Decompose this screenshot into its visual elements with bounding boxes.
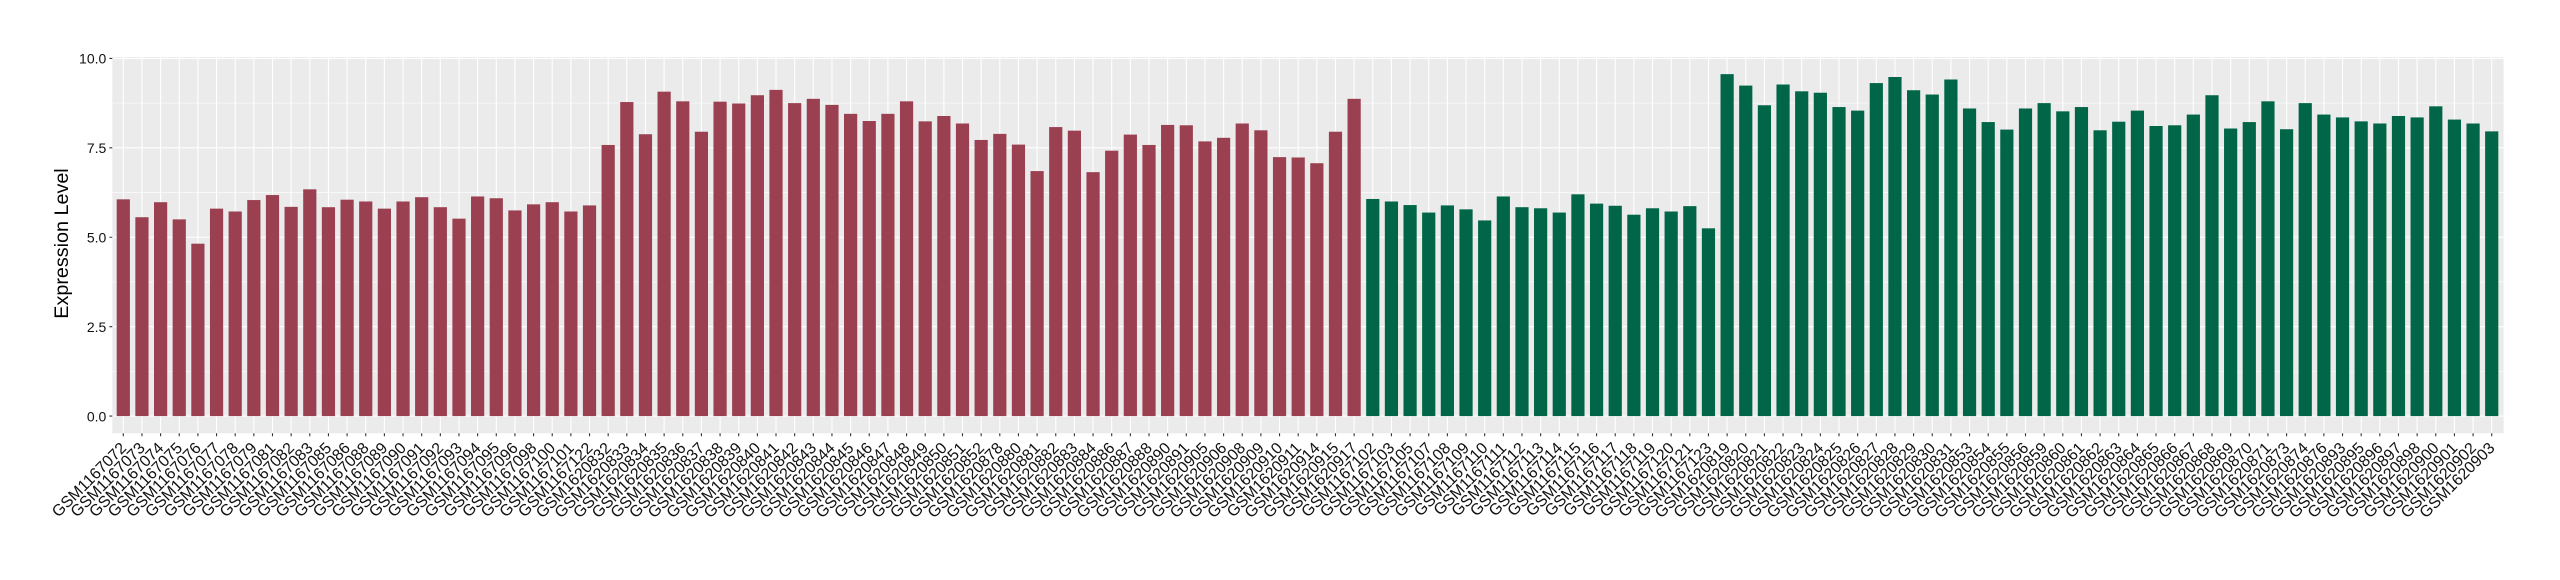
svg-text:5.0: 5.0 (87, 229, 107, 245)
svg-text:10.0: 10.0 (79, 51, 106, 67)
svg-text:2.5: 2.5 (87, 319, 107, 335)
svg-text:0.0: 0.0 (87, 408, 107, 424)
svg-text:Expression Level: Expression Level (51, 168, 73, 318)
svg-text:7.5: 7.5 (87, 140, 107, 156)
